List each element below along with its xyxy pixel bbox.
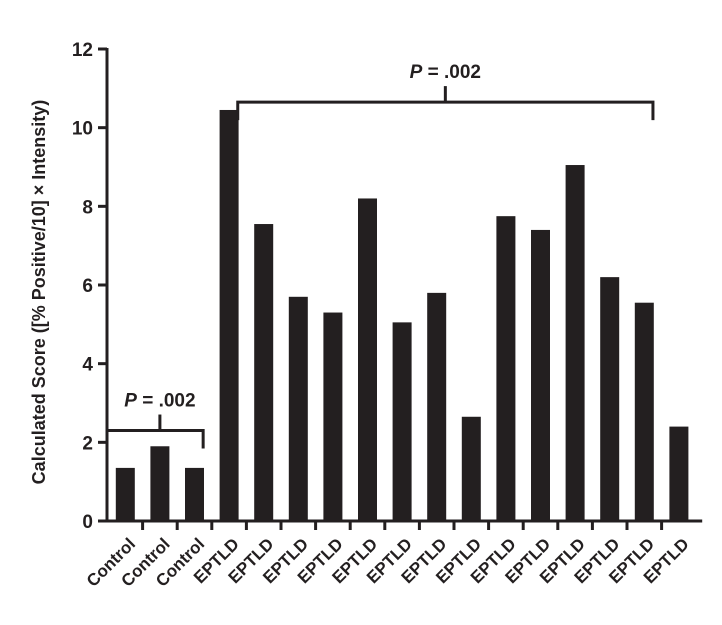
y-axis-label: Calculated Score ([% Positive/10] × Inte… — [29, 100, 49, 485]
p-value-label: P = .002 — [410, 62, 481, 83]
significance-bracket — [236, 100, 655, 121]
y-axis: 0 2 4 6 8 10 12 — [72, 40, 109, 533]
y-tick-label: 8 — [82, 197, 93, 218]
bar — [496, 216, 516, 521]
bar — [669, 426, 689, 521]
bar — [115, 467, 135, 521]
bar — [427, 292, 447, 521]
y-tick-label: 10 — [72, 119, 93, 140]
bar — [185, 467, 204, 521]
bar — [565, 165, 585, 522]
bar — [392, 322, 412, 521]
y-tick-label: 4 — [82, 355, 93, 376]
y-tick-label: 12 — [72, 40, 93, 61]
y-tick-label: 0 — [82, 512, 93, 533]
p-value: = .002 — [422, 62, 481, 83]
significance-bracket — [107, 429, 205, 449]
bar — [531, 229, 550, 521]
bar — [461, 416, 481, 521]
bar — [358, 198, 377, 521]
y-tick-label: 2 — [82, 433, 93, 454]
p-letter: P — [410, 62, 423, 83]
bar — [600, 277, 620, 521]
bar — [219, 109, 239, 521]
p-value-label: P = .002 — [124, 391, 195, 412]
p-value: = .002 — [137, 391, 196, 412]
x-axis: ControlControlControlEPTLDEPTLDEPTLDEPTL… — [83, 519, 703, 591]
bar — [323, 312, 343, 521]
bar — [150, 446, 170, 521]
bar — [634, 302, 654, 521]
p-letter: P — [124, 391, 137, 412]
bar — [254, 224, 274, 522]
y-tick-label: 6 — [82, 276, 93, 297]
bar — [288, 296, 308, 521]
bars — [115, 109, 689, 522]
